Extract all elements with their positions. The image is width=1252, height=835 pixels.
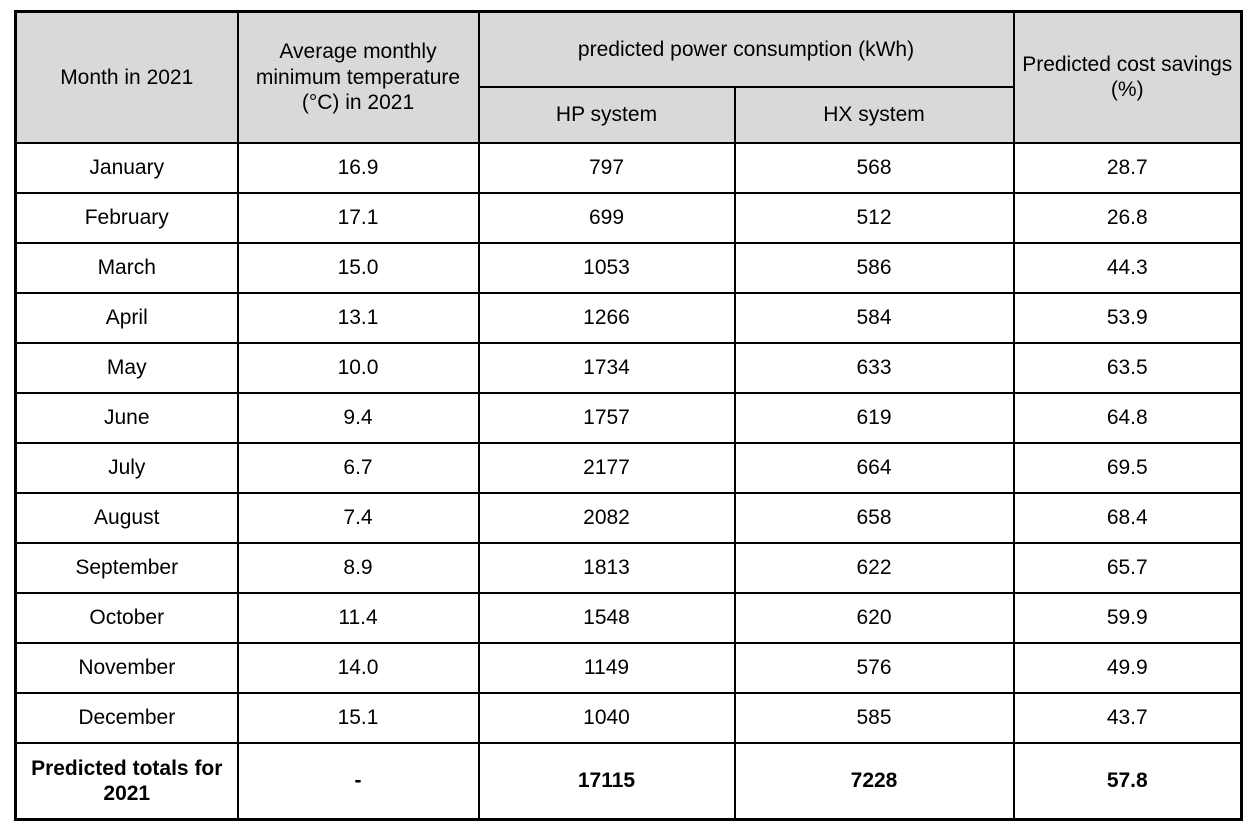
cell-month: March <box>14 241 239 294</box>
header-temperature: Average monthly minimum temperature (°C)… <box>236 10 480 144</box>
cell-hp: 1149 <box>477 641 736 694</box>
cell-savings: 59.9 <box>1012 591 1243 644</box>
cell-hx: 585 <box>733 691 1015 744</box>
cell-temp: 13.1 <box>236 291 480 344</box>
cell-hp: 1548 <box>477 591 736 644</box>
table-row-february: February 17.1 699 512 26.8 <box>14 191 1243 244</box>
cell-hx: 658 <box>733 491 1015 544</box>
cell-hp: 2177 <box>477 441 736 494</box>
cell-month: January <box>14 141 239 194</box>
cell-month: November <box>14 641 239 694</box>
header-hx-system: HX system <box>733 85 1015 144</box>
cell-hx: 622 <box>733 541 1015 594</box>
cell-temp: 17.1 <box>236 191 480 244</box>
table-row-june: June 9.4 1757 619 64.8 <box>14 391 1243 444</box>
table-row-july: July 6.7 2177 664 69.5 <box>14 441 1243 494</box>
cell-savings: 63.5 <box>1012 341 1243 394</box>
table-row-april: April 13.1 1266 584 53.9 <box>14 291 1243 344</box>
cell-savings: 44.3 <box>1012 241 1243 294</box>
cell-totals-temp: - <box>236 741 480 821</box>
cell-savings: 68.4 <box>1012 491 1243 544</box>
cell-hp: 1813 <box>477 541 736 594</box>
header-power-consumption-group: predicted power consumption (kWh) <box>477 10 1015 88</box>
cell-hx: 568 <box>733 141 1015 194</box>
cell-hx: 620 <box>733 591 1015 644</box>
cell-hx: 633 <box>733 341 1015 394</box>
header-cost-savings: Predicted cost savings (%) <box>1012 10 1243 144</box>
cell-totals-hx: 7228 <box>733 741 1015 821</box>
table-row-october: October 11.4 1548 620 59.9 <box>14 591 1243 644</box>
cell-hx: 664 <box>733 441 1015 494</box>
cell-hx: 586 <box>733 241 1015 294</box>
table-body: January 16.9 797 568 28.7 February 17.1 … <box>14 141 1243 821</box>
cell-temp: 11.4 <box>236 591 480 644</box>
header-month: Month in 2021 <box>14 10 239 144</box>
header-row-1: Month in 2021 Average monthly minimum te… <box>14 10 1243 144</box>
table-row-august: August 7.4 2082 658 68.4 <box>14 491 1243 544</box>
cell-savings: 64.8 <box>1012 391 1243 444</box>
table-row-september: September 8.9 1813 622 65.7 <box>14 541 1243 594</box>
monthly-power-table: Month in 2021 Average monthly minimum te… <box>14 10 1243 821</box>
cell-savings: 53.9 <box>1012 291 1243 344</box>
cell-hx: 584 <box>733 291 1015 344</box>
cell-savings: 28.7 <box>1012 141 1243 194</box>
table-row-december: December 15.1 1040 585 43.7 <box>14 691 1243 744</box>
cell-month: December <box>14 691 239 744</box>
cell-totals-hp: 17115 <box>477 741 736 821</box>
cell-hp: 2082 <box>477 491 736 544</box>
table-row-may: May 10.0 1734 633 63.5 <box>14 341 1243 394</box>
cell-savings: 69.5 <box>1012 441 1243 494</box>
table-row-totals: Predicted totals for 2021 - 17115 7228 5… <box>14 741 1243 821</box>
cell-month: May <box>14 341 239 394</box>
cell-hp: 797 <box>477 141 736 194</box>
cell-hp: 1734 <box>477 341 736 394</box>
cell-month: April <box>14 291 239 344</box>
cell-temp: 9.4 <box>236 391 480 444</box>
cell-totals-label: Predicted totals for 2021 <box>14 741 239 821</box>
cell-temp: 16.9 <box>236 141 480 194</box>
cell-hp: 699 <box>477 191 736 244</box>
cell-hp: 1040 <box>477 691 736 744</box>
cell-temp: 15.0 <box>236 241 480 294</box>
cell-temp: 10.0 <box>236 341 480 394</box>
cell-hx: 619 <box>733 391 1015 444</box>
cell-hp: 1053 <box>477 241 736 294</box>
cell-savings: 65.7 <box>1012 541 1243 594</box>
header-row-2: HP system HX system <box>16 85 1242 144</box>
table-row-january: January 16.9 797 568 28.7 <box>14 141 1243 194</box>
cell-savings: 43.7 <box>1012 691 1243 744</box>
cell-hx: 512 <box>733 191 1015 244</box>
cell-month: September <box>14 541 239 594</box>
cell-hp: 1266 <box>477 291 736 344</box>
cell-totals-savings: 57.8 <box>1012 741 1243 821</box>
cell-savings: 26.8 <box>1012 191 1243 244</box>
cell-hp: 1757 <box>477 391 736 444</box>
cell-temp: 7.4 <box>236 491 480 544</box>
cell-month: June <box>14 391 239 444</box>
header-hp-system: HP system <box>477 85 736 144</box>
cell-month: July <box>14 441 239 494</box>
cell-month: August <box>14 491 239 544</box>
cell-temp: 15.1 <box>236 691 480 744</box>
table-row-november: November 14.0 1149 576 49.9 <box>14 641 1243 694</box>
cell-month: October <box>14 591 239 644</box>
cell-temp: 8.9 <box>236 541 480 594</box>
cell-temp: 6.7 <box>236 441 480 494</box>
table-header: Month in 2021 Average monthly minimum te… <box>14 10 1243 144</box>
cell-month: February <box>14 191 239 244</box>
table-row-march: March 15.0 1053 586 44.3 <box>14 241 1243 294</box>
cell-temp: 14.0 <box>236 641 480 694</box>
cell-hx: 576 <box>733 641 1015 694</box>
cell-savings: 49.9 <box>1012 641 1243 694</box>
